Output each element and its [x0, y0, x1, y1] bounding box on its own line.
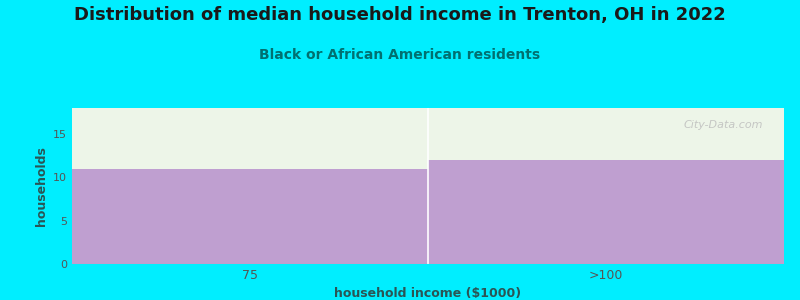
X-axis label: household income ($1000): household income ($1000) — [334, 287, 522, 300]
Text: City-Data.com: City-Data.com — [683, 121, 762, 130]
Y-axis label: households: households — [34, 146, 47, 226]
Text: Distribution of median household income in Trenton, OH in 2022: Distribution of median household income … — [74, 6, 726, 24]
Text: Black or African American residents: Black or African American residents — [259, 48, 541, 62]
